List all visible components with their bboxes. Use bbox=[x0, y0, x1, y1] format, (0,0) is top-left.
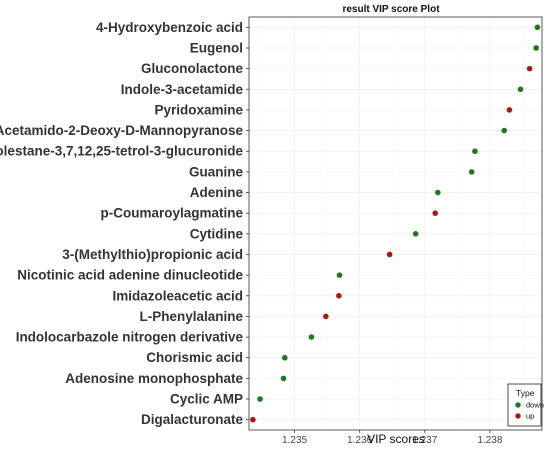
data-point-up bbox=[506, 107, 513, 113]
data-point-up bbox=[250, 416, 256, 423]
data-point-down bbox=[468, 169, 475, 175]
y-tick-label: Cyclic AMP bbox=[170, 392, 243, 407]
data-point-down bbox=[336, 272, 343, 278]
y-tick-label: Indole-3-acetamide bbox=[121, 82, 244, 97]
y-tick-label: 3-(Methylthio)propionic acid bbox=[62, 247, 243, 262]
data-point-down bbox=[280, 375, 287, 382]
y-tick-label: Nicotinic acid adenine dinucleotide bbox=[17, 268, 243, 283]
x-tick-label: 1.235 bbox=[282, 435, 307, 446]
data-point-down bbox=[282, 354, 288, 361]
data-point-down bbox=[435, 189, 441, 196]
y-tick-label: p-Coumaroylagmatine bbox=[100, 206, 243, 221]
y-axis-ticks bbox=[246, 26, 249, 421]
y-tick-label: Adenosine monophosphate bbox=[65, 371, 243, 386]
y-tick-label: Pyridoxamine bbox=[154, 102, 243, 117]
y-tick-label: L-Phenylalanine bbox=[139, 309, 243, 324]
y-tick-label: Cholestane-3,7,12,25-tetrol-3-glucuronid… bbox=[0, 144, 243, 159]
y-tick-label: 4-Hydroxybenzoic acid bbox=[96, 20, 243, 35]
legend-down-marker bbox=[515, 402, 521, 408]
data-point-up bbox=[526, 65, 533, 72]
data-points bbox=[250, 24, 541, 423]
data-point-down bbox=[517, 86, 524, 93]
data-point-up bbox=[323, 313, 329, 320]
legend: Type down up bbox=[507, 383, 544, 427]
y-tick-label: Digalacturonate bbox=[141, 412, 244, 427]
data-point-down bbox=[533, 45, 539, 51]
plot-panel-border bbox=[248, 16, 543, 431]
data-point-up bbox=[336, 292, 342, 299]
legend-up-marker bbox=[515, 413, 521, 419]
data-point-down bbox=[534, 24, 541, 31]
y-tick-label: Adenine bbox=[190, 185, 244, 200]
data-point-down bbox=[501, 127, 508, 134]
y-tick-label: Eugenol bbox=[190, 40, 243, 55]
x-tick-label: 1.238 bbox=[477, 435, 502, 446]
y-tick-label: 2-Acetamido-2-Deoxy-D-Mannopyranose bbox=[0, 123, 243, 138]
y-axis-labels: 4-Hydroxybenzoic acid Eugenol Gluconolacto… bbox=[0, 20, 243, 427]
y-tick-label: Imidazoleacetic acid bbox=[112, 288, 243, 303]
x-axis-label: VIP scores bbox=[367, 432, 425, 446]
legend-up-label: up bbox=[526, 412, 534, 421]
data-point-down bbox=[412, 231, 419, 237]
y-tick-label: Indolocarbazole nitrogen derivative bbox=[16, 330, 244, 345]
y-tick-label: Cytidine bbox=[190, 226, 244, 241]
legend-box bbox=[507, 383, 542, 427]
chart-title: result VIP score Plot bbox=[342, 4, 440, 15]
x-axis-ticks: 1.235 1.236 1.237 1.238 bbox=[282, 430, 503, 446]
grid-lines bbox=[249, 17, 542, 430]
data-point-down bbox=[257, 396, 263, 402]
y-tick-label: Chorismic acid bbox=[146, 350, 243, 365]
x-tick-label: 1.237 bbox=[412, 435, 437, 446]
data-point-down bbox=[472, 148, 478, 155]
y-tick-label: Gluconolactone bbox=[141, 61, 244, 76]
data-point-down bbox=[308, 334, 315, 340]
legend-down-label: down bbox=[526, 401, 544, 410]
x-tick-label: 1.236 bbox=[347, 435, 372, 446]
data-point-up bbox=[386, 251, 393, 258]
legend-title: Type bbox=[516, 388, 535, 398]
data-point-up bbox=[432, 210, 439, 216]
y-tick-label: Guanine bbox=[189, 164, 243, 179]
